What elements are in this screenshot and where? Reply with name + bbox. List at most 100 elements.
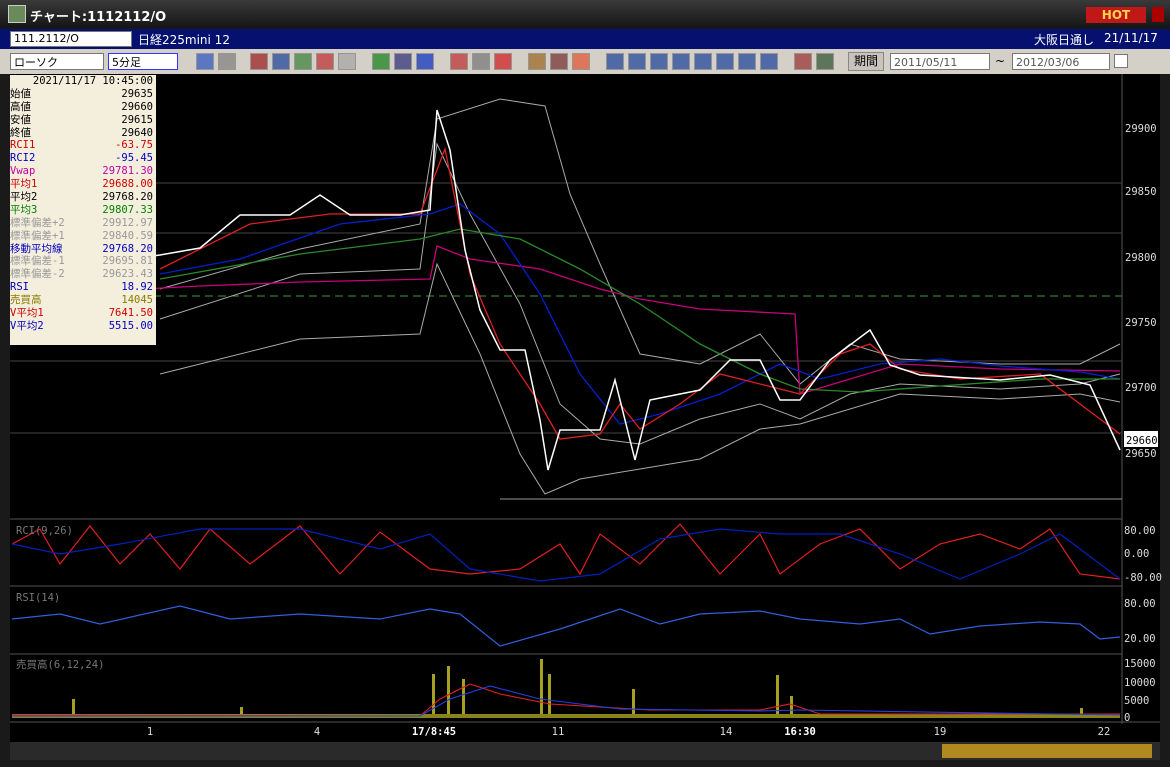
price-tick: 29900 — [1125, 123, 1157, 135]
code: 111.2112/O — [14, 32, 79, 45]
volume-tick: 0 — [1124, 712, 1130, 724]
tool-icon[interactable] — [416, 53, 434, 70]
info-row: 始値 29635 — [10, 88, 156, 101]
info-label: 平均1 — [10, 178, 38, 191]
interval: 5分足 — [112, 56, 141, 69]
info-label: 移動平均線 — [10, 242, 63, 255]
rci-lines — [11, 523, 1121, 582]
interval-select[interactable]: 5分足 — [108, 53, 178, 70]
tool-icon[interactable] — [372, 53, 390, 70]
tool-icon[interactable] — [316, 53, 334, 70]
tool-icon[interactable] — [816, 53, 834, 70]
chart-type-select[interactable]: ローソク — [10, 53, 104, 70]
info-label: Vwap — [10, 165, 36, 178]
tool-icon[interactable] — [628, 53, 646, 70]
info-row: RCI1 -63.75 — [10, 139, 156, 152]
info-label: RCI2 — [10, 152, 36, 165]
info-row: RSI 18.92 — [10, 281, 156, 294]
info-value: 18.92 — [121, 281, 153, 294]
price-tick: 29850 — [1125, 186, 1157, 198]
scrollbar[interactable] — [10, 742, 1160, 760]
price-tick: 29700 — [1125, 382, 1157, 394]
info-value: -95.45 — [115, 152, 153, 165]
volume-bars — [12, 659, 1120, 718]
from-date[interactable]: 2011/05/11 — [890, 53, 990, 70]
tool-icon[interactable] — [250, 53, 268, 70]
volume-tick: 15000 — [1124, 658, 1156, 670]
current-price-box — [1124, 431, 1158, 447]
close-button[interactable] — [1152, 7, 1164, 22]
rsi-line — [11, 605, 1121, 647]
info-value: 5515.00 — [108, 319, 153, 332]
info-value: 29807.33 — [102, 203, 153, 216]
tool-icon[interactable] — [716, 53, 734, 70]
time-tick: 16:30 — [784, 726, 816, 738]
tool-icon[interactable] — [494, 53, 512, 70]
tool-icon[interactable] — [528, 53, 546, 70]
info-value: 29640 — [121, 126, 153, 139]
info-label: 高値 — [10, 100, 31, 113]
info-value: 29912.97 — [102, 216, 153, 229]
title-bar: チャート:1112112/O HOT — [0, 0, 1170, 28]
info-value: 29623.43 — [102, 268, 153, 281]
chart-area: 29900298502980029750297002965029660RCI(9… — [9, 74, 1162, 760]
current-price: 29660 — [1126, 435, 1158, 447]
info-label: 標準偏差+2 — [10, 216, 65, 229]
market: 大阪日通し — [1034, 33, 1095, 47]
tool-icon[interactable] — [694, 53, 712, 70]
info-row: 標準偏差-1 29695.81 — [10, 255, 156, 268]
tool-icon[interactable] — [738, 53, 756, 70]
volume-tick: 10000 — [1124, 677, 1156, 689]
info-row: 平均2 29768.20 — [10, 191, 156, 204]
info-label: 標準偏差-1 — [10, 255, 65, 268]
info-row: 平均3 29807.33 — [10, 204, 156, 217]
info-row: V平均1 7641.50 — [10, 307, 156, 320]
hot-button[interactable]: HOT — [1086, 7, 1146, 23]
tool-icon[interactable] — [272, 53, 290, 70]
chart-type: ローソク — [14, 56, 58, 69]
info-label: 標準偏差+1 — [10, 229, 65, 242]
to-date[interactable]: 2012/03/06 — [1012, 53, 1110, 70]
scroll-thumb[interactable] — [942, 744, 1152, 758]
tool-icon[interactable] — [672, 53, 690, 70]
info-label: 終値 — [10, 126, 31, 139]
tool-icon[interactable] — [472, 53, 490, 70]
tool-icon[interactable] — [550, 53, 568, 70]
time-tick: 17/8:45 — [412, 726, 456, 738]
price-lines — [9, 98, 1122, 500]
info-label: 始値 — [10, 87, 31, 100]
tilde: ~ — [995, 54, 1006, 68]
info-row: RCI2 -95.45 — [10, 152, 156, 165]
info-label: RSI — [10, 281, 29, 294]
tool-icon[interactable] — [650, 53, 668, 70]
tool-icon[interactable] — [450, 53, 468, 70]
time-tick: 1 — [147, 726, 153, 738]
tool-icon[interactable] — [196, 53, 214, 70]
window-title: チャート:1112112/O — [30, 10, 167, 25]
period-button[interactable]: 期間 — [848, 52, 884, 71]
tool-icon[interactable] — [394, 53, 412, 70]
info-value: 29688.00 — [102, 178, 153, 191]
info-value: 29781.30 — [102, 165, 153, 178]
tool-icon[interactable] — [606, 53, 624, 70]
tool-icon[interactable] — [572, 53, 590, 70]
rci-tick: -80.00 — [1124, 572, 1162, 584]
time-tick: 4 — [314, 726, 320, 738]
volume-lines — [11, 683, 1121, 717]
app-icon — [8, 5, 26, 23]
info-row: Vwap 29781.30 — [10, 165, 156, 178]
tool-icon[interactable] — [294, 53, 312, 70]
tool-icon[interactable] — [218, 53, 236, 70]
volume-tick: 5000 — [1124, 695, 1149, 707]
info-label: V平均1 — [10, 307, 44, 320]
checkbox[interactable] — [1114, 54, 1128, 68]
code-input[interactable]: 111.2112/O — [10, 31, 132, 47]
info-label: RCI1 — [10, 139, 36, 152]
tool-icon[interactable] — [338, 53, 356, 70]
tool-icon[interactable] — [760, 53, 778, 70]
period: 期間 — [853, 54, 878, 68]
info-value: -63.75 — [115, 139, 153, 152]
info-label: 売買高 — [10, 294, 42, 307]
tool-icon[interactable] — [794, 53, 812, 70]
